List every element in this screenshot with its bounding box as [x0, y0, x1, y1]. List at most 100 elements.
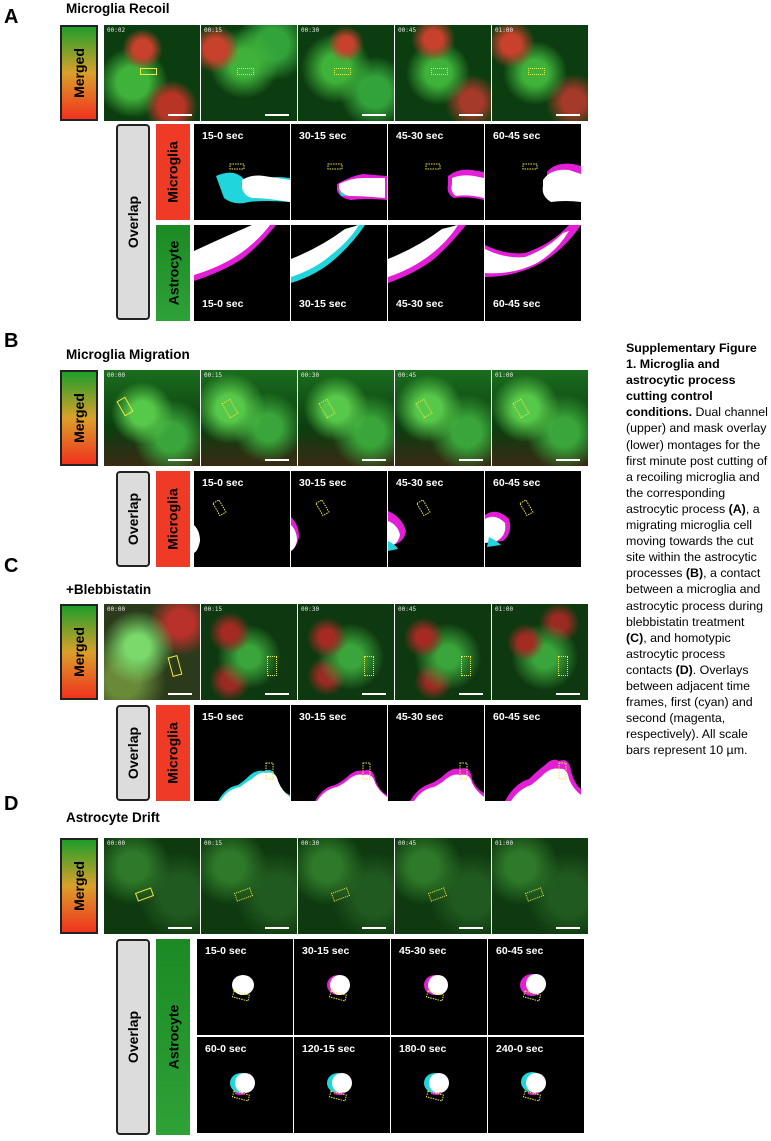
figure-caption: Supplementary Figure 1. Microglia and as… [626, 340, 768, 758]
overlap-label-c: Overlap [116, 705, 150, 801]
astrocyte-label-a: Astrocyte [156, 225, 190, 321]
merged-frame-d-2: 00:15 [201, 838, 297, 934]
scale-bar [459, 927, 483, 929]
overlap-frame-d-4: 60-45 sec [488, 939, 584, 1035]
cut-marker [461, 656, 471, 676]
cut-marker [364, 656, 374, 676]
merged-frame-c-3: 00:30 [298, 604, 394, 700]
panel-letter-a: A [4, 6, 19, 28]
caption-text: , a migrating microglia cell moving towa… [626, 501, 760, 581]
overlap-frame-d-5: 60-0 sec [197, 1037, 293, 1133]
panel-letter-c: C [4, 555, 19, 577]
scale-bar [459, 693, 483, 695]
cut-marker [330, 887, 351, 902]
merged-frame-a-1: 00:02 [104, 25, 200, 121]
panel-title-c: +Blebbistatin [66, 582, 152, 597]
merged-frame-b-4: 00:45 [395, 370, 491, 466]
scale-bar [168, 459, 192, 461]
merged-label-b: Merged [60, 370, 98, 466]
cut-marker [318, 398, 336, 419]
caption-ref-d: (D) [675, 662, 693, 677]
cut-marker [237, 68, 254, 75]
panel-title-d: Astrocyte Drift [66, 810, 160, 825]
overlap-frame-d-1: 15-0 sec [197, 939, 293, 1035]
scale-bar [265, 693, 289, 695]
scale-bar [168, 693, 192, 695]
overlap-frame-d-8: 240-0 sec [488, 1037, 584, 1133]
merged-frame-b-3: 00:30 [298, 370, 394, 466]
overlap-frame-b-2: 30-15 sec [291, 471, 387, 567]
scale-bar [362, 693, 386, 695]
overlap-frame-a-microglia-2: 30-15 sec [291, 124, 387, 220]
cut-marker [134, 887, 155, 902]
merged-frame-d-1: 00:00 [104, 838, 200, 934]
cut-marker [334, 68, 351, 75]
cut-marker [267, 656, 277, 676]
merged-frame-a-3: 00:30 [298, 25, 394, 121]
overlap-frame-b-1: 15-0 sec [194, 471, 290, 567]
caption-ref-b: (B) [685, 566, 704, 581]
overlap-frame-a-microglia-4: 60-45 sec [485, 124, 581, 220]
overlap-frame-b-3: 45-30 sec [388, 471, 484, 567]
caption-ref-a: (A) [728, 501, 746, 516]
overlap-frame-d-2: 30-15 sec [294, 939, 390, 1035]
merged-frame-d-5: 01:00 [492, 838, 588, 934]
scale-bar [556, 927, 580, 929]
cut-marker [167, 655, 183, 677]
scale-bar [265, 927, 289, 929]
scale-bar [362, 927, 386, 929]
merged-frame-a-5: 01:00 [492, 25, 588, 121]
microglia-label-b: Microglia [156, 471, 190, 567]
caption-text: , and homotypic astrocytic process conta… [626, 630, 731, 677]
overlap-frame-d-6: 120-15 sec [294, 1037, 390, 1133]
merged-frame-a-2: 00:15 [201, 25, 297, 121]
overlap-frame-c-1: 15-0 sec [194, 705, 290, 801]
scale-bar [362, 459, 386, 461]
overlap-frame-d-3: 45-30 sec [391, 939, 487, 1035]
overlap-frame-c-4: 60-45 sec [485, 705, 581, 801]
merged-frame-d-4: 00:45 [395, 838, 491, 934]
panel-letter-b: B [4, 330, 19, 352]
cut-marker [427, 887, 448, 902]
merged-label-c: Merged [60, 604, 98, 700]
merged-frame-c-1: 00:00 [104, 604, 200, 700]
merged-frame-b-5: 01:00 [492, 370, 588, 466]
scale-bar [362, 114, 386, 116]
overlap-label-a: Overlap [116, 124, 150, 320]
scale-bar [556, 459, 580, 461]
caption-text: Dual channel (upper) and mask overlay (l… [626, 405, 768, 516]
overlap-frame-a-microglia-3: 45-30 sec [388, 124, 484, 220]
microglia-label-a: Microglia [156, 124, 190, 220]
overlap-frame-a-astrocyte-1: 15-0 sec [194, 225, 290, 321]
cut-marker [415, 398, 433, 419]
overlap-label-d: Overlap [116, 939, 150, 1135]
scale-bar [556, 693, 580, 695]
caption-ref-c: (C) [626, 630, 644, 645]
merged-label-d: Merged [60, 838, 98, 934]
scale-bar [265, 114, 289, 116]
caption-lead: Supplementary Figure 1. Microglia and as… [626, 341, 757, 420]
scale-bar [556, 114, 580, 116]
overlap-frame-a-microglia-1: 15-0 sec [194, 124, 290, 220]
cut-marker [524, 887, 545, 902]
merged-frame-c-4: 00:45 [395, 604, 491, 700]
overlap-frame-c-3: 45-30 sec [388, 705, 484, 801]
overlap-frame-d-7: 180-0 sec [391, 1037, 487, 1133]
cut-marker [140, 68, 157, 75]
cut-marker [528, 68, 545, 75]
overlap-label-b: Overlap [116, 471, 150, 567]
cut-marker [512, 398, 530, 419]
scale-bar [459, 459, 483, 461]
scale-bar [168, 114, 192, 116]
panel-letter-d: D [4, 793, 19, 815]
overlap-frame-b-4: 60-45 sec [485, 471, 581, 567]
cut-marker [233, 887, 254, 902]
scale-bar [459, 114, 483, 116]
overlap-frame-a-astrocyte-2: 30-15 sec [291, 225, 387, 321]
scale-bar [265, 459, 289, 461]
merged-label-a: Merged [60, 25, 98, 121]
merged-frame-b-1: 00:00 [104, 370, 200, 466]
cut-marker [431, 68, 448, 75]
scale-bar [168, 927, 192, 929]
overlap-frame-c-2: 30-15 sec [291, 705, 387, 801]
